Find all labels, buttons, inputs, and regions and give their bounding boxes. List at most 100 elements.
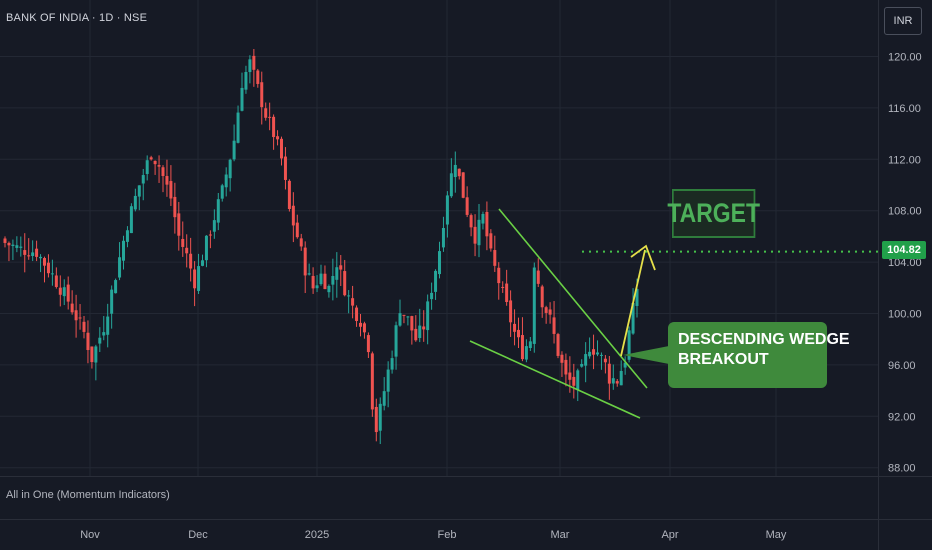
candle-body (473, 226, 477, 244)
wedge-breakout-callout[interactable]: DESCENDING WEDGE BREAKOUT (668, 322, 850, 388)
candle-body (173, 196, 177, 218)
candle-body (165, 176, 169, 185)
x-tick-label: Nov (80, 529, 100, 541)
candle-body (208, 234, 212, 236)
candle-body (299, 238, 303, 247)
candle-body (374, 406, 378, 433)
symbol-title: BANK OF INDIA · 1D · NSE (6, 12, 148, 24)
candle-body (228, 159, 232, 179)
candle-body (7, 242, 11, 246)
wedge-lower-line (469, 340, 641, 419)
candle-body (422, 326, 426, 330)
candle-body (398, 313, 402, 326)
candle-body (283, 156, 287, 180)
currency-button[interactable]: INR (884, 7, 922, 35)
candle-body (414, 328, 418, 341)
y-tick-label: 100.00 (888, 309, 922, 321)
x-tick-label: 2025 (305, 529, 329, 541)
breakout-arrow-head (630, 244, 656, 271)
candle-body (485, 211, 489, 237)
indicator-pane-label[interactable]: All in One (Momentum Indicators) (6, 489, 170, 501)
candle-body (501, 286, 505, 288)
candle-body (58, 287, 62, 295)
candle-body (366, 335, 370, 353)
x-tick-label: Mar (551, 529, 570, 541)
candle-body (212, 220, 216, 232)
candle-body (509, 300, 513, 323)
candle-body (82, 321, 86, 332)
candle-body (434, 270, 438, 292)
candle-body (197, 266, 201, 291)
candle-body (78, 317, 82, 319)
callout-pointer (623, 346, 669, 364)
candle-body (540, 286, 544, 308)
candle-body (11, 244, 15, 246)
candle-body (129, 206, 133, 234)
callout-line-1: DESCENDING WEDGE (678, 331, 850, 348)
candle-body (189, 253, 193, 269)
candle-body (122, 240, 125, 261)
candle-body (493, 250, 497, 266)
candle-body (489, 233, 493, 249)
candle-body (568, 372, 572, 380)
y-tick-label: 88.00 (888, 463, 916, 475)
candle-body (201, 260, 204, 266)
candle-body (149, 157, 153, 160)
candle-body (74, 310, 78, 321)
candle-body (319, 273, 323, 285)
candle-body (497, 267, 501, 284)
candle-body (90, 346, 94, 363)
candle-body (580, 363, 584, 367)
candle-body (125, 230, 129, 242)
candle-body (106, 316, 110, 335)
candle-body (524, 346, 528, 360)
candle-body (627, 330, 631, 360)
candle-body (94, 346, 98, 363)
candle-body (216, 199, 220, 223)
candle-body (98, 337, 102, 344)
candle-body (520, 335, 524, 360)
candle-body (224, 174, 228, 188)
candle-body (102, 332, 106, 336)
x-tick-label: Feb (438, 529, 457, 541)
candle-body (252, 55, 256, 70)
candle-body (248, 59, 252, 73)
y-tick-label: 120.00 (888, 52, 922, 64)
candle-body (54, 275, 58, 287)
candle-body (327, 285, 331, 293)
candle-body (343, 271, 347, 296)
candle-body (339, 265, 343, 270)
candle-body (15, 245, 19, 248)
candle-body (402, 314, 406, 316)
candle-body (287, 180, 291, 210)
candle-body (536, 270, 540, 284)
candle-body (378, 403, 382, 431)
candle-body (256, 70, 260, 84)
y-tick-label: 112.00 (888, 154, 921, 166)
candle-body (505, 283, 509, 303)
candle-body (481, 213, 485, 224)
candle-body (359, 322, 362, 327)
x-tick-label: Apr (661, 529, 678, 541)
candle-body (445, 195, 449, 225)
candle-body (185, 247, 189, 254)
candle-body (114, 280, 118, 294)
target-annotation[interactable]: TARGET (667, 189, 760, 238)
candle-body (418, 325, 422, 338)
candle-body (615, 381, 619, 384)
candle-body (153, 160, 157, 165)
candle-body (220, 185, 224, 199)
candle-body (603, 358, 607, 363)
candle-body (276, 136, 280, 140)
candle-body (169, 181, 173, 199)
candle-body (3, 238, 7, 243)
candle-body (390, 358, 394, 370)
candle-body (86, 332, 90, 351)
candle-body (548, 309, 552, 315)
candle-body (588, 351, 592, 357)
candle-body (39, 256, 43, 259)
callout-line-2: BREAKOUT (678, 351, 769, 368)
candle-body (599, 354, 603, 356)
